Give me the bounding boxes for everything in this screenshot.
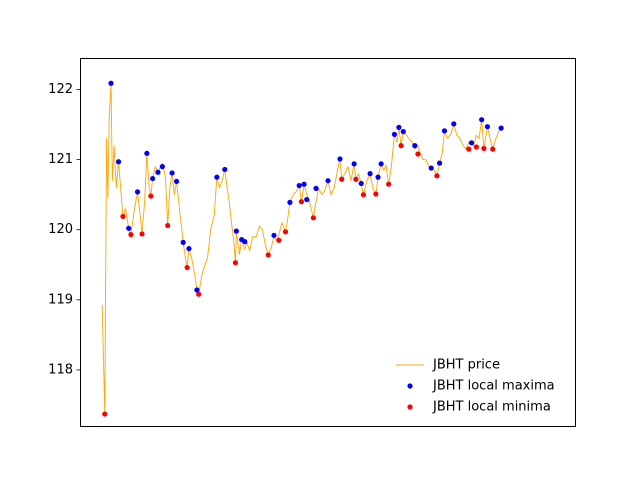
legend-maxima-marker bbox=[407, 383, 413, 389]
local-minimum-point bbox=[490, 146, 496, 152]
local-maximum-point bbox=[313, 185, 319, 191]
legend-label-maxima: JBHT local maxima bbox=[432, 379, 555, 394]
local-minimum-point bbox=[466, 146, 472, 152]
local-minimum-point bbox=[148, 193, 154, 199]
local-minimum-point bbox=[360, 192, 367, 198]
local-maximum-point bbox=[214, 174, 220, 180]
legend-label-minima: JBHT local minima bbox=[432, 400, 551, 415]
local-maximum-point bbox=[271, 232, 277, 238]
local-maximum-point bbox=[358, 180, 364, 187]
axes-frame bbox=[80, 58, 576, 427]
local-maximum-point bbox=[169, 170, 175, 176]
local-minimum-point bbox=[196, 291, 202, 297]
local-minimum-point bbox=[276, 237, 282, 243]
local-maximum-point bbox=[479, 117, 485, 123]
local-maximum-point bbox=[126, 225, 132, 231]
local-minimum-point bbox=[265, 252, 271, 258]
local-maximum-point bbox=[484, 124, 491, 130]
local-maximum-point bbox=[375, 174, 381, 180]
y-tick-label-121: 121 bbox=[48, 152, 73, 167]
local-maximum-point bbox=[325, 178, 331, 184]
local-maximum-point bbox=[412, 143, 418, 149]
local-maximum-point bbox=[108, 80, 114, 86]
local-maximum-point bbox=[155, 169, 161, 175]
local-maximum-point bbox=[428, 165, 434, 171]
local-maximum-point bbox=[498, 125, 504, 131]
legend-minima-marker bbox=[407, 404, 413, 410]
local-maximum-point bbox=[287, 199, 293, 205]
local-maximum-point bbox=[186, 246, 192, 252]
local-maximum-point bbox=[242, 239, 248, 245]
local-minimum-point bbox=[473, 144, 479, 150]
local-minimum-point bbox=[165, 222, 171, 229]
y-tick-label-119: 119 bbox=[48, 292, 73, 307]
local-maximum-point bbox=[180, 239, 186, 245]
local-maximum-point bbox=[296, 182, 302, 189]
local-maximum-point bbox=[159, 164, 165, 170]
local-maximum-point bbox=[367, 171, 373, 177]
local-minimum-point bbox=[310, 215, 316, 221]
local-minimum-point bbox=[184, 264, 190, 271]
local-minimum-point bbox=[398, 143, 404, 149]
local-maximum-point bbox=[437, 160, 443, 166]
local-maximum-point bbox=[233, 228, 239, 234]
y-tick-label-122: 122 bbox=[48, 82, 73, 97]
legend: JBHT price JBHT local maxima JBHT local … bbox=[385, 347, 567, 425]
local-maximum-point bbox=[304, 196, 310, 203]
local-maximum-point bbox=[378, 161, 384, 167]
local-maximum-point bbox=[301, 181, 307, 187]
local-minimum-point bbox=[128, 232, 134, 238]
local-maximum-point bbox=[194, 287, 200, 293]
local-minimum-point bbox=[481, 145, 487, 152]
local-minimum-point bbox=[353, 176, 359, 182]
local-maximum-point bbox=[150, 175, 156, 182]
local-maximum-point bbox=[400, 129, 406, 135]
local-minimum-point bbox=[298, 199, 305, 205]
local-minimum-point bbox=[386, 181, 392, 187]
local-maximum-point bbox=[396, 124, 402, 130]
local-maximum-point bbox=[451, 121, 457, 127]
y-tick-label-120: 120 bbox=[48, 222, 73, 237]
local-minimum-point bbox=[232, 260, 239, 266]
local-minimum-point bbox=[339, 176, 345, 182]
local-maximum-point bbox=[391, 131, 398, 137]
local-maximum-point bbox=[468, 140, 475, 146]
local-minimum-point bbox=[120, 213, 126, 220]
local-minimum-point bbox=[102, 411, 108, 417]
local-minimum-point bbox=[139, 231, 145, 237]
local-maximum-point bbox=[144, 150, 150, 156]
plot-area bbox=[101, 80, 504, 417]
y-tick-label-118: 118 bbox=[48, 362, 73, 377]
local-maximum-point bbox=[115, 159, 122, 165]
local-maximum-point bbox=[441, 128, 448, 134]
local-minimum-point bbox=[373, 191, 379, 197]
local-maximum-point bbox=[173, 178, 180, 184]
local-minimum-point bbox=[282, 229, 289, 235]
legend-frame bbox=[385, 347, 567, 425]
local-maximum-point bbox=[222, 166, 228, 173]
legend-label-price: JBHT price bbox=[432, 358, 500, 373]
local-maximum-point bbox=[337, 156, 343, 162]
local-minimum-point bbox=[434, 173, 440, 179]
local-minimum-point bbox=[415, 151, 421, 157]
local-maximum-point bbox=[134, 189, 141, 195]
local-maximum-point bbox=[351, 161, 357, 167]
y-axis: 118 119 120 121 122 bbox=[48, 82, 80, 377]
